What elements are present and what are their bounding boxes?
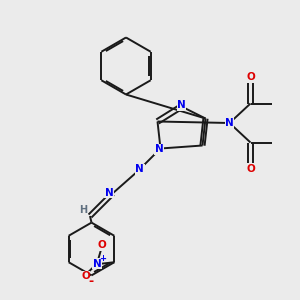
Text: N: N [93, 259, 101, 269]
Text: O: O [246, 164, 255, 174]
Text: N: N [177, 100, 186, 110]
Text: O: O [246, 72, 255, 82]
Text: -: - [88, 275, 94, 288]
Text: N: N [154, 144, 164, 154]
Text: N: N [135, 164, 144, 175]
Text: N: N [104, 188, 113, 198]
Text: N: N [225, 118, 234, 128]
Text: +: + [99, 254, 106, 263]
Text: O: O [97, 240, 106, 250]
Text: O: O [81, 271, 90, 281]
Text: H: H [79, 205, 88, 215]
